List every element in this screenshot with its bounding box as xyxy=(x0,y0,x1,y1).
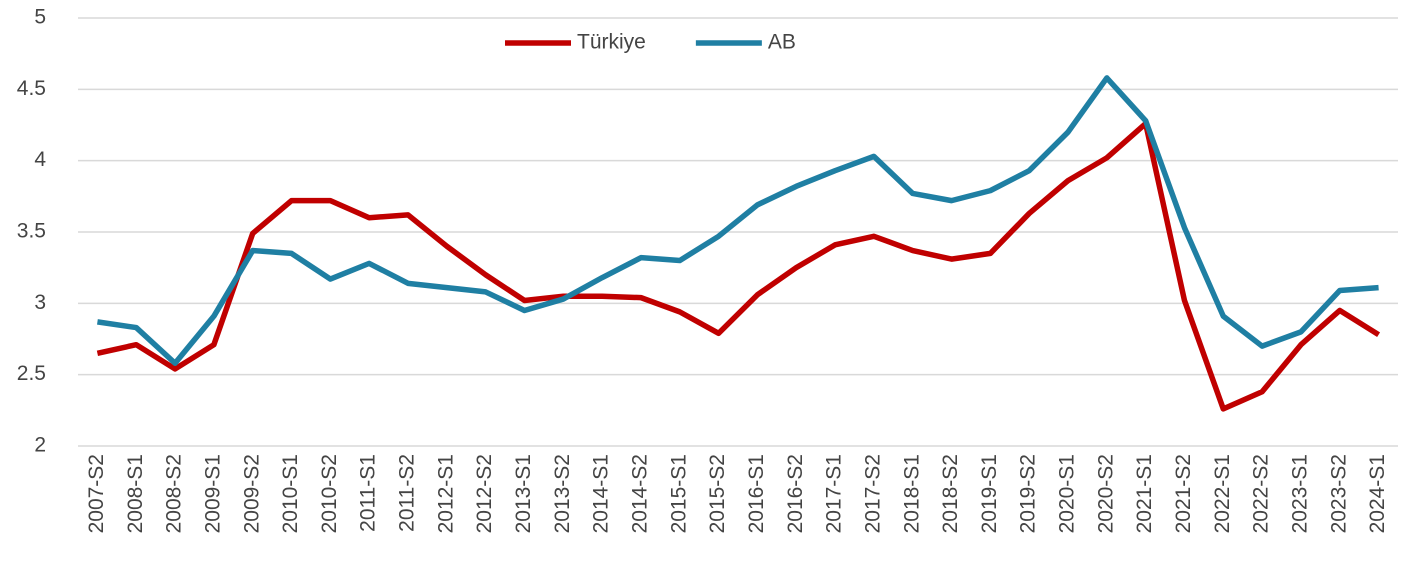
legend-label: AB xyxy=(768,31,796,54)
x-tick-label: 2020-S1 xyxy=(1056,454,1079,533)
y-tick-label: 4.5 xyxy=(17,77,46,100)
x-tick-label: 2008-S1 xyxy=(124,454,147,533)
x-tick-label: 2012-S1 xyxy=(434,454,457,533)
x-tick-label: 2015-S2 xyxy=(706,454,729,533)
x-tick-label: 2013-S1 xyxy=(512,454,535,533)
x-tick-label: 2013-S2 xyxy=(551,454,574,533)
x-tick-label: 2015-S1 xyxy=(667,454,690,533)
x-tick-label: 2020-S2 xyxy=(1094,454,1117,533)
x-tick-label: 2021-S2 xyxy=(1172,454,1195,533)
line-series xyxy=(97,75,1379,367)
x-tick-label: 2009-S2 xyxy=(240,454,263,533)
x-tick-label: 2016-S1 xyxy=(745,454,768,533)
y-tick-label: 4 xyxy=(34,148,46,171)
x-tick-label: 2008-S2 xyxy=(163,454,186,533)
line-series xyxy=(96,120,1381,412)
x-tick-label: 2019-S1 xyxy=(978,454,1001,533)
y-tick-label: 5 xyxy=(34,6,46,29)
x-tick-label: 2021-S1 xyxy=(1133,454,1156,533)
y-tick-label: 3 xyxy=(34,291,46,314)
x-tick-label: 2018-S1 xyxy=(900,454,923,533)
x-tick-label: 2011-S2 xyxy=(396,454,419,532)
x-tick-label: 2023-S2 xyxy=(1327,454,1350,533)
y-tick-label: 3.5 xyxy=(17,220,46,243)
x-tick-label: 2018-S2 xyxy=(939,454,962,533)
x-tick-label: 2011-S1 xyxy=(357,454,380,532)
x-tick-label: 2014-S1 xyxy=(590,454,613,533)
x-tick-label: 2014-S2 xyxy=(628,454,651,533)
x-tick-label: 2022-S1 xyxy=(1211,454,1234,533)
x-tick-label: 2007-S2 xyxy=(85,454,108,533)
x-tick-label: 2024-S1 xyxy=(1366,454,1389,533)
x-tick-label: 2017-S1 xyxy=(823,454,846,533)
y-tick-label: 2 xyxy=(34,434,46,457)
x-tick-label: 2019-S2 xyxy=(1017,454,1040,533)
x-tick-label: 2017-S2 xyxy=(861,454,884,533)
legend-label: Türkiye xyxy=(577,31,646,54)
x-tick-label: 2010-S1 xyxy=(279,454,302,533)
x-tick-label: 2010-S2 xyxy=(318,454,341,533)
x-tick-label: 2022-S2 xyxy=(1250,454,1273,533)
x-tick-label: 2023-S1 xyxy=(1288,454,1311,533)
x-tick-label: 2012-S2 xyxy=(473,454,496,533)
x-tick-label: 2016-S2 xyxy=(784,454,807,533)
y-tick-label: 2.5 xyxy=(17,362,46,385)
x-tick-label: 2009-S1 xyxy=(201,454,224,533)
